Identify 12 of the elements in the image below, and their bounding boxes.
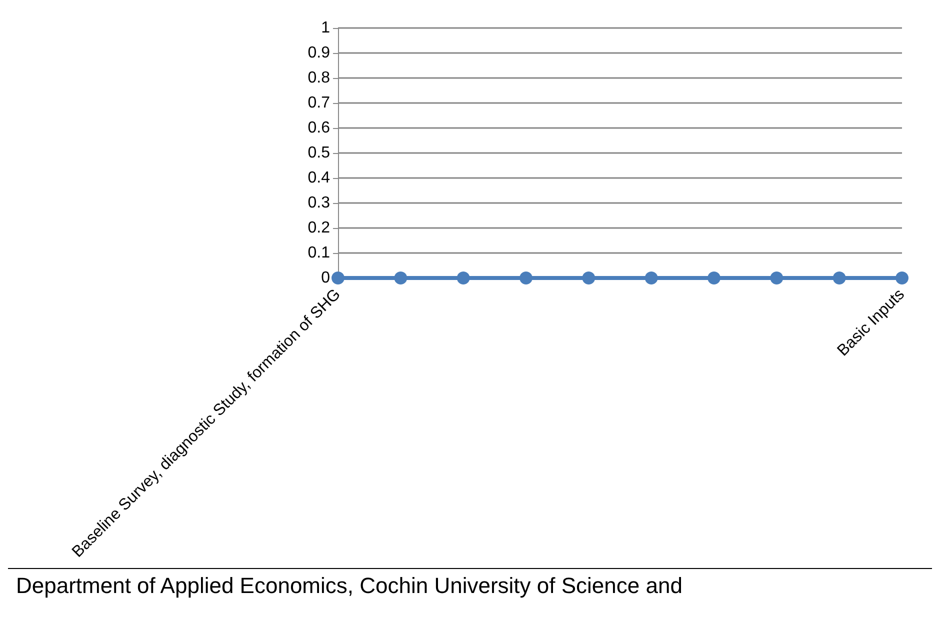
y-tick-label: 0.6 <box>308 120 330 136</box>
y-tick-label: 0.1 <box>308 244 330 262</box>
y-tick-label: 0.8 <box>308 70 330 86</box>
y-tick-label: 0.2 <box>308 220 330 236</box>
y-tick-label: 1 <box>321 20 330 36</box>
y-tick-label: 0 <box>321 270 330 286</box>
y-tick-label: 0.7 <box>308 94 330 112</box>
y-tick-label: 0.9 <box>308 44 330 62</box>
y-tick-label: 0.5 <box>308 144 330 162</box>
text: Department of Applied Economics, Cochin University of Science and <box>15 572 684 600</box>
y-tick-label: 0.3 <box>308 194 330 212</box>
y-tick-label: 0.4 <box>308 170 330 186</box>
